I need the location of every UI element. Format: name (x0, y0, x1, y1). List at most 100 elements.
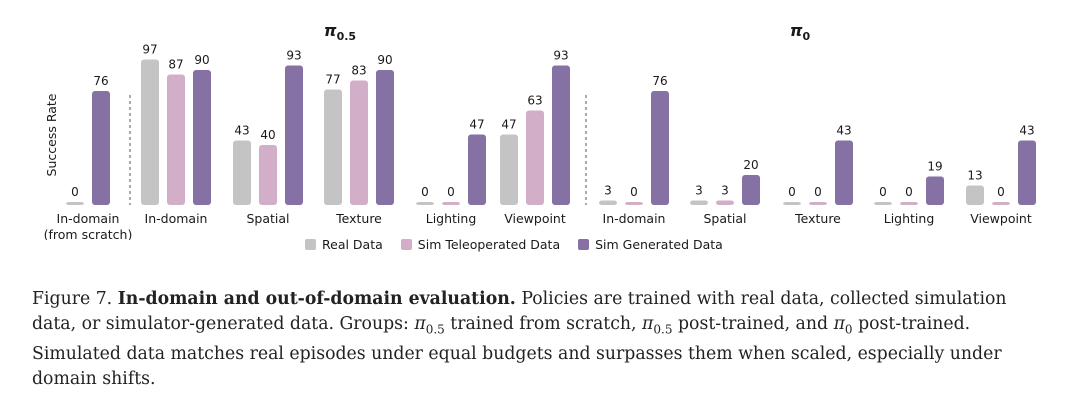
category-label-p0-g4: Lighting (426, 211, 477, 226)
caption-prefix: Figure 7. (32, 289, 113, 309)
bar-14 (500, 134, 518, 205)
legend-item-sim-generated: Sim Generated Data (578, 237, 723, 252)
bar-19 (651, 91, 669, 205)
bar-value-label-10: 90 (377, 53, 392, 67)
y-axis-label: Success Rate (44, 93, 59, 176)
caption-text-3: post-trained, and (678, 314, 829, 334)
bar-20 (690, 200, 708, 205)
bar-17 (599, 200, 617, 205)
bar-value-label-24: 0 (814, 185, 822, 199)
caption-text-4: post-trained. Simulated data matches rea… (32, 314, 1002, 390)
bar-value-label-2: 97 (142, 43, 157, 57)
bar-value-label-12: 0 (447, 185, 455, 199)
bar-value-label-16: 93 (553, 49, 568, 63)
bar-7 (285, 65, 303, 205)
bar-value-label-26: 0 (879, 185, 887, 199)
bar-value-label-5: 43 (234, 124, 249, 138)
bar-22 (742, 175, 760, 205)
category-label-p1-g0: In-domain (603, 211, 666, 226)
caption-pi-05-b: π0.5 (642, 314, 673, 337)
category-label-p1-g1: Spatial (703, 211, 746, 226)
category-label-p0-g0: In-domain (57, 211, 120, 226)
figure-caption: Figure 7. In-domain and out-of-domain ev… (32, 287, 1052, 392)
bar-3 (167, 74, 185, 205)
bar-10 (376, 70, 394, 205)
bar-6 (259, 145, 277, 205)
bar-8 (324, 89, 342, 205)
bar-9 (350, 80, 368, 205)
bar-value-label-7: 93 (286, 49, 301, 63)
category-label-p0-g3: Texture (335, 211, 382, 226)
bar-2 (141, 59, 159, 205)
legend-item-sim-teleoperated: Sim Teleoperated Data (400, 237, 561, 252)
bar-value-label-18: 0 (630, 185, 638, 199)
bar-value-label-9: 83 (351, 64, 366, 78)
bar-16 (552, 65, 570, 205)
bar-29 (966, 185, 984, 205)
bar-5 (233, 140, 251, 205)
bar-18 (625, 202, 643, 205)
panel-title-0: π0.5 (324, 21, 356, 43)
bar-value-label-27: 0 (905, 185, 913, 199)
bar-12 (442, 202, 460, 205)
bar-4 (193, 70, 211, 205)
bar-13 (468, 134, 486, 205)
bar-24 (809, 202, 827, 205)
bar-value-label-19: 76 (652, 74, 667, 88)
legend-label-real: Real Data (322, 237, 383, 252)
bar-26 (874, 202, 892, 205)
bar-value-label-28: 19 (927, 160, 942, 174)
legend-label-sim-gen: Sim Generated Data (595, 237, 723, 252)
bar-value-label-17: 3 (604, 184, 612, 198)
category-label-p1-g3: Lighting (884, 211, 935, 226)
bar-value-label-29: 13 (967, 169, 982, 183)
bar-21 (716, 200, 734, 205)
bar-value-label-0: 0 (71, 185, 79, 199)
bar-30 (992, 202, 1010, 205)
bar-value-label-31: 43 (1019, 124, 1034, 138)
bar-25 (835, 140, 853, 205)
bar-0 (66, 202, 84, 205)
bar-value-label-4: 90 (194, 53, 209, 67)
category-label-p0-g2: Spatial (246, 211, 289, 226)
bar-value-label-1: 76 (93, 74, 108, 88)
caption-text-2: trained from scratch, (450, 314, 637, 334)
bar-value-label-20: 3 (695, 184, 703, 198)
bar-value-label-25: 43 (836, 124, 851, 138)
bar-value-label-22: 20 (743, 158, 758, 172)
bar-11 (416, 202, 434, 205)
bar-value-label-14: 47 (501, 118, 516, 132)
bar-1 (92, 91, 110, 205)
caption-text-1: Policies are trained with real data, col… (32, 289, 1007, 334)
bar-15 (526, 110, 544, 205)
caption-bold-title: In-domain and out-of-domain evaluation. (117, 289, 516, 309)
bar-value-label-8: 77 (325, 73, 340, 87)
bar-value-label-30: 0 (997, 185, 1005, 199)
panel-title-1: π0 (790, 21, 811, 43)
bar-value-label-3: 87 (168, 58, 183, 72)
category-label-p1-g4: Viewpoint (970, 211, 1032, 226)
bar-value-label-15: 63 (527, 94, 542, 108)
bar-value-label-23: 0 (788, 185, 796, 199)
bar-value-label-6: 40 (260, 128, 275, 142)
bar-28 (926, 176, 944, 205)
category-label-p1-g2: Texture (794, 211, 841, 226)
legend-label-sim-teleop: Sim Teleoperated Data (417, 237, 561, 252)
category-label-p0-g1: In-domain (145, 211, 208, 226)
bar-23 (783, 202, 801, 205)
legend-swatch-real (305, 239, 316, 250)
category-label-line2-p0-g0: (from scratch) (44, 227, 133, 240)
bar-27 (900, 202, 918, 205)
bar-31 (1018, 140, 1036, 205)
bar-value-label-13: 47 (469, 118, 484, 132)
legend: Real Data Sim Teleoperated Data Sim Gene… (305, 237, 723, 252)
category-label-p0-g5: Viewpoint (504, 211, 566, 226)
caption-pi-05-a: π0.5 (414, 314, 445, 337)
legend-swatch-sim-gen (578, 239, 590, 250)
bar-value-label-11: 0 (421, 185, 429, 199)
caption-pi-0: π0 (833, 314, 853, 337)
legend-item-real-data: Real Data (305, 237, 383, 252)
legend-swatch-sim-teleop (400, 239, 412, 250)
bar-value-label-21: 3 (721, 184, 729, 198)
